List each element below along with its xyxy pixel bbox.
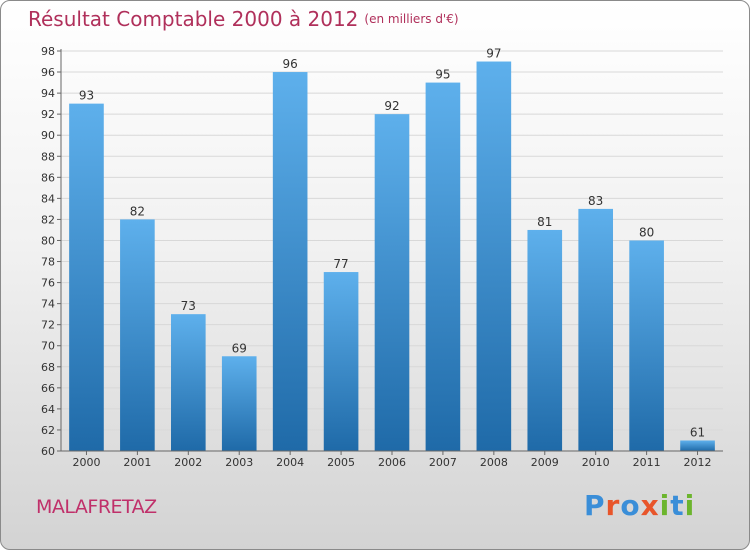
x-tick-label-2009: 2009 [531,456,559,469]
bar-2008 [476,61,512,452]
x-tick-label-2012: 2012 [684,456,712,469]
bar-2000 [69,103,104,451]
x-tick-label-2007: 2007 [429,456,457,469]
value-label-2001: 82 [130,204,145,218]
value-label-2006: 92 [384,99,399,113]
value-label-2005: 77 [333,257,348,271]
chart-subtitle: (en milliers d'€) [364,12,459,26]
y-tick-label-82: 82 [41,213,55,226]
y-tick-label-96: 96 [41,66,55,79]
y-tick-label-64: 64 [41,403,55,416]
value-label-2000: 93 [79,89,94,103]
x-tick-label-2000: 2000 [72,456,100,469]
chart-title: Résultat Comptable 2000 à 2012 (en millie… [28,7,459,31]
y-tick-label-66: 66 [41,382,55,395]
y-tick-label-76: 76 [41,277,55,290]
bar-2002 [170,314,206,451]
bar-2006 [374,114,410,451]
x-tick-label-2005: 2005 [327,456,355,469]
logo-letter: i [659,489,671,522]
y-tick-label-80: 80 [41,234,55,247]
bar-2004 [272,72,308,451]
y-tick-label-90: 90 [41,129,55,142]
chart-title-text: Résultat Comptable 2000 à 2012 [28,7,359,31]
y-tick-label-68: 68 [41,361,55,374]
y-tick-label-62: 62 [41,424,55,437]
value-label-2012: 61 [690,425,705,439]
y-tick-label-94: 94 [41,87,55,100]
value-label-2007: 95 [435,68,450,82]
value-label-2008: 97 [486,47,501,61]
value-label-2011: 80 [639,225,654,239]
y-tick-label-60: 60 [41,445,55,458]
x-tick-label-2008: 2008 [480,456,508,469]
value-label-2002: 73 [181,299,196,313]
y-tick-label-92: 92 [41,108,55,121]
bars: 93 82 73 69 96 77 92 95 97 81 83 80 61 [69,47,715,452]
value-label-2010: 83 [588,194,603,208]
logo-letter: t [670,489,685,522]
axes: 60 62 64 66 68 70 72 74 76 78 80 82 84 86 88 90 92 94 96 98… [41,45,723,469]
y-tick-label-88: 88 [41,150,55,163]
x-tick-label-2003: 2003 [225,456,253,469]
bar-2010 [578,208,614,451]
value-label-2003: 69 [232,341,247,355]
y-tick-label-74: 74 [41,298,55,311]
y-tick-label-78: 78 [41,256,55,269]
x-tick-label-2004: 2004 [276,456,304,469]
x-tick-label-2001: 2001 [123,456,151,469]
y-tick-label-70: 70 [41,340,55,353]
y-tick-label-86: 86 [41,171,55,184]
proxiti-logo[interactable]: Proxiti [584,489,695,522]
x-tick-label-2011: 2011 [633,456,661,469]
value-label-2009: 81 [537,215,552,229]
x-tick-label-2010: 2010 [582,456,610,469]
value-label-2004: 96 [283,57,298,71]
y-tick-label-98: 98 [41,45,55,58]
bar-2009 [527,229,563,451]
bar-2012 [680,440,715,451]
logo-letter: r [605,489,621,522]
y-tick-label-72: 72 [41,319,55,332]
logo-letter: i [684,489,696,522]
x-tick-label-2002: 2002 [174,456,202,469]
y-tick-label-84: 84 [41,192,55,205]
logo-letter: P [584,489,606,522]
bar-2001 [120,219,155,451]
logo-letter: x [640,489,660,522]
logo-letter: o [620,489,641,522]
bar-2007 [425,82,461,451]
bar-2005 [323,272,359,451]
bar-2011 [629,240,664,451]
commune-name: MALAFRETAZ [36,496,157,518]
x-tick-label-2006: 2006 [378,456,406,469]
bar-2003 [221,356,257,451]
